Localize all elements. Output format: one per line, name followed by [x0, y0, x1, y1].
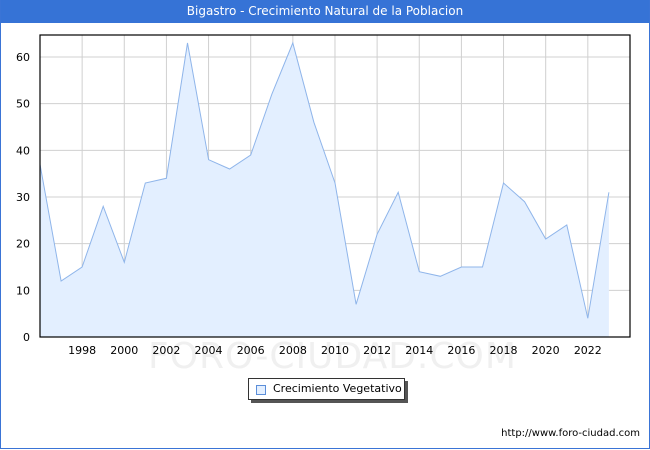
svg-text:20: 20 [16, 238, 30, 251]
y-axis-ticks: 0 10 20 30 40 50 60 [16, 51, 30, 344]
svg-text:2016: 2016 [447, 344, 475, 357]
svg-text:2020: 2020 [532, 344, 560, 357]
svg-text:50: 50 [16, 98, 30, 111]
source-url: http://www.foro-ciudad.com [501, 428, 640, 439]
svg-text:40: 40 [16, 144, 30, 157]
area-fill [40, 43, 609, 337]
data-line [39, 41, 610, 319]
legend: Crecimiento Vegetativo [248, 378, 405, 400]
svg-text:2018: 2018 [490, 344, 518, 357]
svg-text:0: 0 [23, 331, 30, 344]
legend-label: Crecimiento Vegetativo [273, 382, 402, 395]
svg-text:60: 60 [16, 51, 30, 64]
x-axis-ticks: 1998 2000 2002 2004 2006 2008 2010 2012 2014 2016… [68, 344, 602, 357]
svg-text:2006: 2006 [237, 344, 265, 357]
svg-text:2014: 2014 [405, 344, 433, 357]
svg-text:1998: 1998 [68, 344, 96, 357]
svg-text:10: 10 [16, 284, 30, 297]
plot-border [39, 34, 631, 338]
svg-text:2002: 2002 [152, 344, 180, 357]
gridlines [40, 35, 630, 337]
chart-title: Bigastro - Crecimiento Natural de la Pob… [0, 0, 650, 23]
svg-text:2008: 2008 [279, 344, 307, 357]
svg-text:2022: 2022 [574, 344, 602, 357]
watermark: FORO-CIUDAD.COM [148, 336, 517, 377]
legend-swatch-icon [256, 385, 266, 395]
svg-text:2004: 2004 [195, 344, 223, 357]
svg-text:2000: 2000 [110, 344, 138, 357]
svg-text:2012: 2012 [363, 344, 391, 357]
svg-text:30: 30 [16, 191, 30, 204]
svg-text:2010: 2010 [321, 344, 349, 357]
